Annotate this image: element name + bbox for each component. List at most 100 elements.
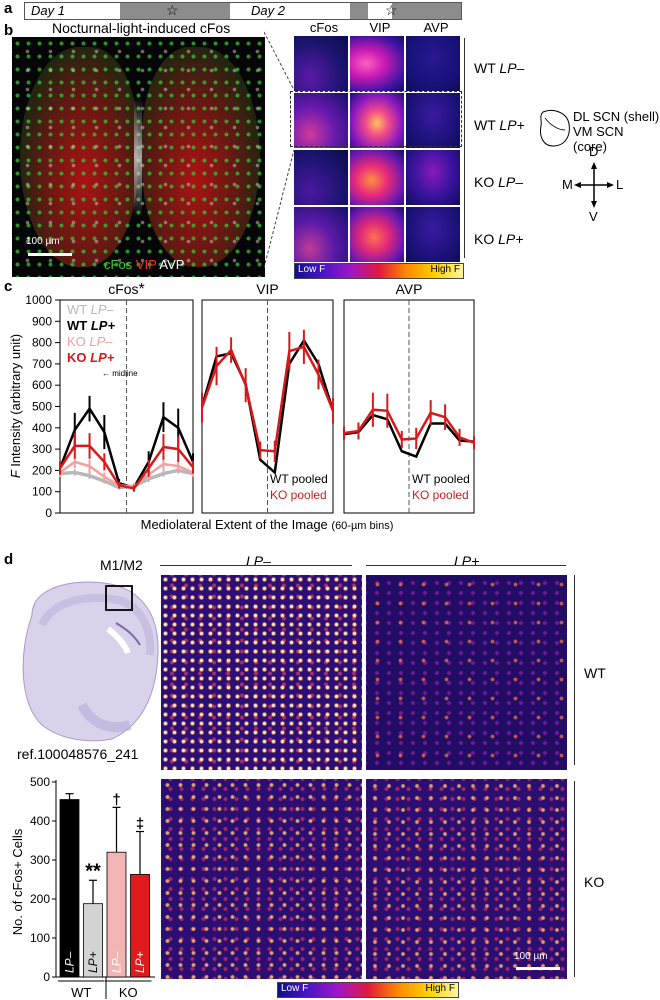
- legend-geno: WT: [67, 318, 91, 333]
- scn-third-ventricle: [134, 97, 142, 217]
- heatmap-grid: [294, 36, 462, 264]
- schematic-dl-label: DL SCN (shell): [573, 109, 660, 124]
- data-point: [274, 450, 276, 452]
- legend-cfos: cFos: [104, 257, 133, 272]
- region-label: M1/M2: [100, 557, 143, 573]
- bar-ytick-label: 400: [30, 814, 50, 828]
- panel-d-bar-chart: 0 100 200 300 400 500 No. of cFos+ Cells LP– LP+…: [10, 775, 155, 1000]
- heatmap-row-geno: WT: [474, 60, 500, 76]
- bar-annotation: ‡: [136, 816, 144, 833]
- cortex-colorbar: Low F High F: [277, 982, 459, 998]
- data-point: [89, 475, 91, 477]
- bar-ytick-label: 500: [30, 775, 50, 789]
- timeline-day1-label: Day 1: [31, 3, 65, 18]
- data-point: [401, 450, 403, 452]
- row-label-wt: WT: [584, 665, 606, 681]
- timeline-day2-dark: [350, 3, 461, 19]
- heatmap-row-label-4: KO LP+: [474, 231, 523, 247]
- timeline-day1-light: [25, 3, 120, 19]
- timeline-bar: Day 1 Day 2 ☆ ☆: [24, 2, 462, 20]
- timeline-star-1: ☆: [166, 2, 179, 18]
- bar-category-label: LP–: [110, 951, 124, 973]
- cortex-wt-lp-plus: [366, 575, 567, 770]
- bar-3: [106, 851, 127, 978]
- data-point: [288, 350, 290, 352]
- ytick-label: 100: [32, 485, 52, 499]
- heatmap-col-header-cfos: cFos: [309, 20, 339, 35]
- group-label-wt: WT: [71, 985, 91, 1000]
- series-line: [200, 345, 335, 453]
- bar-ytick-label: 0: [43, 970, 50, 984]
- scn-micrograph: 100 µm cFos VIP AVP: [12, 37, 265, 277]
- cortex-ko-lp-minus: [161, 779, 362, 979]
- heatmap-row-label-1: WT LP–: [474, 60, 524, 76]
- ytick-label: 500: [32, 400, 52, 414]
- legend-wt-pooled: WT pooled: [412, 472, 470, 486]
- legend-vip: VIP: [135, 257, 157, 272]
- heatmap-col-headers: cFos VIP AVP: [294, 20, 462, 36]
- series-line: [58, 444, 194, 490]
- data-point: [430, 412, 432, 414]
- scn-scalebar-label: 100 µm: [26, 236, 60, 247]
- heatmap-highlight-box: [290, 91, 462, 147]
- bar-ytick-label: 100: [30, 931, 50, 945]
- heatmap-tile-r2-c1: [294, 93, 348, 148]
- legend-cond: LP+: [91, 318, 116, 333]
- scn-scalebar: [28, 253, 72, 256]
- data-point: [74, 445, 76, 447]
- heatmap-colorbar: Low F High F: [294, 263, 464, 279]
- atlas-ref-label: ref.100048576_241: [17, 746, 139, 762]
- cortex-scalebar-label: 100 µm: [514, 951, 548, 962]
- data-point: [177, 427, 179, 429]
- zoom-lines: [264, 31, 295, 269]
- data-point: [415, 437, 417, 439]
- legend-avp: AVP: [159, 257, 185, 272]
- y-axis-label: F Intensity (arbitrary unit): [8, 334, 23, 478]
- row-label-ko: KO: [584, 874, 605, 890]
- panel-a-letter: a: [4, 0, 13, 17]
- bar-ytick-label: 300: [30, 853, 50, 867]
- heatmap-row-geno: KO: [474, 231, 499, 247]
- data-point: [74, 472, 76, 474]
- cortex-ko-lp-plus: 100 µm: [366, 779, 567, 979]
- heatmap-row-label-2: WT LP+: [474, 117, 525, 133]
- ytick-label: 200: [32, 463, 52, 477]
- data-point: [192, 466, 194, 468]
- ytick-label: 600: [32, 378, 52, 392]
- y-axis-label-italic: F: [8, 467, 23, 478]
- legend-wt-pooled: WT pooled: [270, 472, 328, 486]
- timeline-star-2: ☆: [385, 2, 398, 18]
- data-point: [162, 473, 164, 475]
- heatmap-col-header-avp: AVP: [423, 20, 449, 35]
- data-point: [162, 446, 164, 448]
- data-point: [372, 409, 374, 411]
- legend-cond: LP+: [90, 350, 115, 365]
- data-point: [89, 408, 91, 410]
- heatmap-tile-r4-c1: [294, 207, 348, 262]
- data-point: [274, 472, 276, 474]
- midline-annotation: ← midline: [102, 369, 138, 378]
- heatmap-tile-r3-c3: [406, 150, 460, 205]
- cortex-wt-lp-minus: [161, 575, 362, 770]
- data-point: [133, 488, 135, 490]
- col-header-line-2: [366, 565, 566, 566]
- panel-b-letter: b: [4, 22, 14, 39]
- heatmap-tile-r4-c2: [350, 207, 404, 262]
- ytick-label: 0: [45, 506, 52, 520]
- legend-cond: LP–: [91, 302, 115, 317]
- panel-d-letter: d: [4, 551, 14, 568]
- data-point: [386, 410, 388, 412]
- timeline-day1-dark: [120, 3, 230, 19]
- heatmap-row-label-3: KO LP–: [474, 174, 523, 190]
- x-axis-label-units: (60-µm bins): [331, 520, 393, 532]
- data-point: [473, 442, 475, 444]
- data-point: [259, 449, 261, 451]
- x-axis-label: Mediolateral Extent of the Image (60-µm …: [141, 517, 394, 532]
- legend-ko-pooled: KO pooled: [270, 488, 327, 502]
- data-point: [245, 384, 247, 386]
- heatmap-row-cond: LP–: [498, 174, 524, 190]
- timeline-light-pulse: [368, 3, 392, 19]
- series-line: [200, 338, 335, 476]
- data-point: [259, 459, 261, 461]
- data-point: [103, 476, 105, 478]
